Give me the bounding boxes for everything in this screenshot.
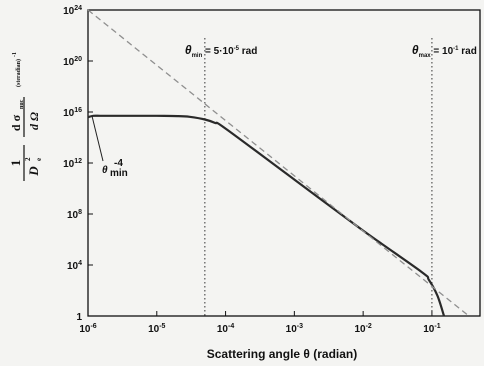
y-tick-label: 1020	[63, 56, 82, 68]
y-label-den-sup: 2	[24, 157, 32, 161]
x-tick-label: 10-5	[148, 323, 165, 335]
x-tick-label: 10-2	[354, 323, 371, 335]
x-tick-label: 10-4	[217, 323, 234, 335]
theta-min-annotation: θ min -4	[91, 115, 128, 179]
annotation-theta: θ	[102, 165, 108, 176]
y-label-domega: d Ω	[27, 112, 41, 130]
series-dashed-asymptote	[87, 9, 470, 317]
annotation-sup: -4	[114, 158, 123, 169]
annotation-sub: min	[110, 168, 128, 179]
y-label-denominator: D	[26, 166, 41, 177]
x-tick-label: 10-1	[423, 323, 440, 335]
y-label-units-sup: -1	[12, 52, 18, 57]
y-label-units: (steradian)	[15, 59, 22, 87]
y-label-one: 1	[8, 160, 23, 167]
vline-label: θmin = 5·10-5 rad	[185, 43, 257, 59]
y-label-dsigma: d σ	[9, 114, 23, 131]
y-label-dsigma-sub: nuc	[19, 99, 25, 109]
vertical-markers: θmin = 5·10-5 rad θmax = 10-1 rad	[185, 38, 477, 316]
y-tick-label: 1016	[63, 107, 82, 119]
y-tick-label: 1024	[63, 5, 82, 17]
annotation-leader	[91, 115, 104, 162]
series-solid-curve	[87, 114, 446, 317]
x-tick-label: 10-3	[286, 323, 303, 335]
x-axis-title: Scattering angle θ (radian)	[207, 347, 358, 361]
y-tick-label: 1	[76, 312, 82, 323]
x-ticks: 10-6 10-5 10-4 10-3 10-2 10-1	[79, 311, 441, 335]
y-tick-label: 104	[67, 260, 82, 272]
x-tick-label: 10-6	[79, 323, 96, 335]
y-label-den-sub: e	[35, 158, 43, 161]
series-group	[87, 9, 470, 317]
y-tick-label: 1012	[63, 158, 82, 170]
y-tick-label: 108	[67, 209, 82, 221]
y-axis-title: 1 D 2 e d σ nuc d Ω (steradian) -1	[8, 52, 43, 181]
vline-label: θmax = 10-1 rad	[412, 43, 477, 59]
